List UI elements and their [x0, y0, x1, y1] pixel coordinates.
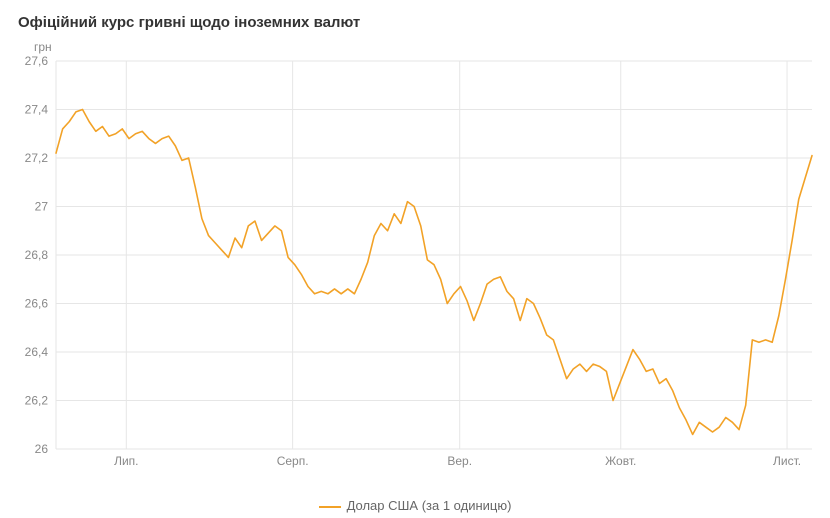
legend-label: Долар США (за 1 одиницю) — [347, 498, 512, 513]
chart-container: 26 26,2 26,4 26,6 26,8 27 27,2 27,4 27,6грн Лип. С… — [0, 31, 830, 496]
svg-text:27,4: 27,4 — [25, 103, 49, 117]
legend-swatch — [319, 506, 341, 508]
svg-text:Лист.: Лист. — [773, 454, 801, 468]
svg-text:грн: грн — [34, 40, 52, 54]
svg-text:Серп.: Серп. — [277, 454, 309, 468]
svg-text:27,2: 27,2 — [25, 151, 49, 165]
svg-text:Лип.: Лип. — [114, 454, 138, 468]
svg-text:27: 27 — [35, 200, 49, 214]
svg-text:Вер.: Вер. — [447, 454, 472, 468]
chart-title: Офіційний курс гривні щодо іноземних вал… — [0, 0, 830, 31]
svg-text:26,8: 26,8 — [25, 248, 49, 262]
chart-legend: Долар США (за 1 одиницю) — [0, 496, 830, 513]
svg-text:Жовт.: Жовт. — [605, 454, 636, 468]
svg-text:26: 26 — [35, 442, 49, 456]
svg-text:26,6: 26,6 — [25, 297, 49, 311]
svg-text:27,6: 27,6 — [25, 54, 49, 68]
svg-text:26,2: 26,2 — [25, 394, 49, 408]
line-chart: 26 26,2 26,4 26,6 26,8 27 27,2 27,4 27,6грн Лип. С… — [0, 31, 830, 496]
svg-text:26,4: 26,4 — [25, 345, 49, 359]
